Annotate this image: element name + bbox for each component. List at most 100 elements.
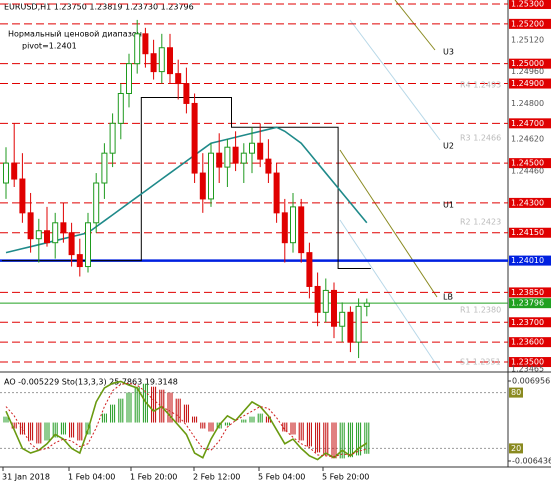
candle-body [183,83,190,104]
price-label-box [509,78,551,89]
price-label: 1.25300 [511,0,544,8]
price-label: 1.24700 [511,119,544,128]
candle-body [126,63,132,94]
envelope-line [339,219,441,371]
candle-body [249,142,255,154]
price-label: 1.24800 [511,99,544,108]
price-label: 1.24500 [511,159,544,168]
time-label: 31 Jan 2018 [2,473,50,482]
candle-body [68,232,75,256]
candle-body [191,102,198,174]
chart-header: EURUSD,H1 1.23750 1.23819 1.23730 1.2379… [4,3,194,12]
note: Нормальный ценовой диапазон [8,30,142,39]
candle-body [3,162,9,184]
price-label-box [509,337,551,348]
moving-average [5,126,368,254]
candle-body [76,254,83,268]
time-label: 2 Feb 12:00 [193,473,240,482]
candle-body [11,162,18,180]
price-label-box [509,18,551,29]
price-label: 1.23700 [511,318,544,327]
stoch-signal [5,382,367,458]
band-label: LB [443,293,453,302]
price-label: 1.24900 [511,79,544,88]
band-label: U2 [443,142,454,151]
ao-tick-label: 0.006956 [512,377,550,386]
band-label: U3 [443,48,454,57]
time-label: 5 Feb 04:00 [258,473,305,482]
candle-body [52,222,59,244]
candle-body [27,212,34,240]
candle-body [314,285,321,313]
candle-body [167,47,173,75]
price-label: 1.23500 [511,358,544,367]
price-label-box [509,255,551,266]
price-label: 1.24300 [511,198,544,207]
candle-body [363,302,370,307]
candle-body [85,222,91,268]
candle-body [224,146,231,168]
candle-body [142,33,149,55]
candle-body [265,158,272,174]
price-label-box [509,118,551,129]
price-label: 1.25000 [511,59,544,68]
candle-body [331,289,337,327]
candle-body [199,172,206,200]
candle-body [158,47,165,73]
time-label: 5 Feb 20:00 [322,473,369,482]
candle-body [208,152,214,200]
pivot-step [1,96,371,270]
band-line [339,149,438,298]
candle-body [44,230,50,244]
candle-body [273,172,280,214]
price-label: 1.24620 [511,135,544,144]
price-label-box [509,197,551,208]
stoch-tick-label: 80 [511,388,521,397]
candle-body [35,230,42,240]
price-label-box [509,58,551,69]
candle-body [117,92,124,124]
candle-body [240,152,247,164]
price-label: 1.24960 [511,67,544,76]
price-label-box [509,357,551,368]
time-label: 1 Feb 04:00 [68,473,115,482]
price-label: 1.23465 [511,365,544,374]
stoch-label-box [509,443,523,454]
candle-body [347,311,354,343]
indicator-header: AO -0.005229 Sto(13,3,3) 25.7863 19.3148 [4,378,178,387]
candle-body [290,206,296,244]
price-label: 1.23850 [511,288,544,297]
price-label: 1.24460 [511,167,544,176]
candle-body [257,142,264,160]
pivot-label: R4 1.2493 [460,81,501,90]
ao-tick-label: -0.006436 [512,457,551,466]
pivot-label: R1 1.2380 [460,306,501,315]
stoch-tick-label: 20 [511,444,521,453]
price-label-box [509,227,551,238]
price-label-box [509,158,551,169]
envelope-line [349,19,441,141]
candle-body [306,252,313,287]
candle-body [150,53,157,73]
candle-body [339,311,346,327]
candle-body [298,206,305,254]
candle-body [232,146,239,164]
candle-body [109,122,116,154]
price-label: 1.25120 [511,35,544,44]
price-label-box [509,298,551,309]
candle-body [322,289,329,313]
stoch-main [5,380,368,461]
stoch-label-box [509,387,523,398]
candle-body [101,152,108,184]
pivot-label: R2 1.2423 [460,218,501,227]
price-label-box [509,287,551,298]
candle-body [134,33,141,65]
pivot-label: S1 1.2351 [460,358,501,367]
price-label: 1.23796 [511,299,544,308]
price-label-box [509,0,551,9]
time-label: 1 Feb 20:00 [130,473,177,482]
band-line [394,0,436,51]
candle-body [281,212,288,244]
